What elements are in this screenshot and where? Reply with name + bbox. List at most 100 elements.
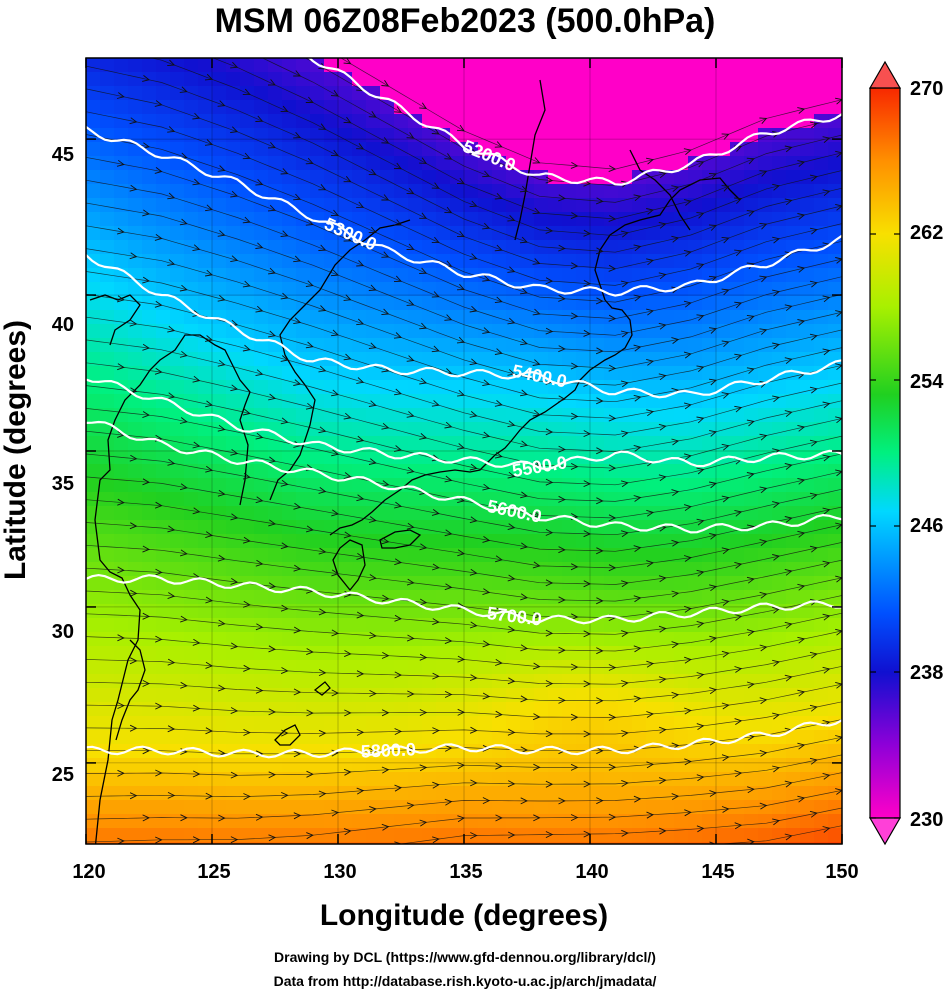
- wind-arrow: [268, 582, 277, 590]
- wind-arrow: [419, 653, 428, 661]
- wind-arrow: [406, 634, 415, 642]
- wind-arrow: [281, 44, 288, 50]
- wind-arrow: [393, 106, 402, 113]
- wind-arrow: [406, 243, 415, 250]
- wind-arrow: [759, 117, 768, 124]
- wind-arrow: [444, 744, 453, 752]
- wind-arrow: [117, 769, 125, 777]
- colorbar: 270 262 254 246 238 230: [868, 60, 944, 846]
- wind-arrow: [305, 341, 314, 349]
- wind-arrow: [759, 275, 768, 283]
- wind-arrow: [533, 814, 541, 822]
- wind-arrow: [772, 818, 781, 826]
- wind-arrow: [797, 583, 806, 591]
- wind-arrow: [558, 294, 566, 302]
- wind-arrow: [482, 275, 491, 282]
- wind-arrow: [243, 858, 250, 864]
- wind-arrow: [343, 412, 352, 420]
- wind-arrow: [255, 305, 264, 313]
- wind-arrow: [633, 344, 642, 352]
- wind-arrow: [545, 831, 554, 839]
- wind-arrow: [608, 464, 617, 472]
- wind-arrow: [431, 236, 440, 244]
- wind-arrow: [583, 780, 592, 788]
- contour-label: 5800.0: [360, 739, 416, 761]
- wind-arrow: [356, 611, 365, 619]
- wind-arrow: [608, 264, 617, 272]
- wind-arrow: [494, 192, 503, 200]
- wind-arrow: [469, 516, 478, 524]
- wind-arrow: [293, 750, 302, 758]
- wind-arrow: [356, 553, 365, 560]
- wind-arrow: [507, 728, 516, 736]
- wind-arrow: [507, 574, 516, 582]
- wind-arrow: [469, 621, 478, 629]
- wind-arrow: [634, 846, 641, 852]
- wind-arrow: [583, 430, 592, 438]
- wind-arrow: [583, 329, 592, 337]
- wind-arrow: [822, 189, 831, 197]
- wind-arrow: [255, 242, 264, 249]
- wind-arrow: [784, 568, 793, 576]
- wind-arrow: [406, 299, 415, 306]
- wind-arrow: [394, 614, 403, 622]
- wind-arrow: [495, 710, 503, 718]
- wind-arrow: [406, 132, 415, 139]
- wind-arrow: [457, 443, 466, 450]
- wind-arrow: [646, 358, 655, 366]
- wind-arrow: [633, 645, 642, 653]
- wind-arrow: [759, 539, 768, 546]
- wind-arrow: [419, 543, 428, 551]
- wind-arrow: [381, 766, 390, 774]
- wind-arrow: [343, 768, 352, 776]
- wind-arrow: [721, 236, 730, 244]
- wind-arrow: [381, 480, 390, 487]
- wind-arrow: [734, 509, 743, 517]
- wind-arrow: [280, 292, 289, 300]
- wind-arrow: [558, 395, 566, 403]
- wind-arrow: [116, 295, 125, 303]
- wind-arrow: [142, 747, 151, 755]
- wind-arrow: [469, 568, 478, 576]
- wind-arrow: [179, 350, 188, 358]
- wind-arrow: [381, 194, 390, 201]
- wind-arrow: [797, 795, 806, 803]
- streamline: [86, 665, 842, 702]
- wind-arrow: [129, 184, 138, 192]
- wind-arrow: [129, 657, 138, 665]
- wind-arrow: [406, 522, 415, 530]
- wind-arrow: [431, 563, 440, 571]
- wind-arrow: [305, 402, 314, 410]
- wind-arrow: [608, 215, 617, 222]
- wind-arrow: [117, 702, 125, 710]
- wind-arrow: [343, 828, 352, 836]
- wind-arrow: [192, 638, 201, 646]
- wind-arrow: [494, 348, 503, 355]
- wind-arrow: [142, 8, 149, 14]
- wind-arrow: [406, 466, 415, 474]
- wind-arrow: [507, 369, 516, 376]
- wind-arrow: [595, 197, 604, 205]
- wind-arrow: [746, 367, 755, 374]
- wind-arrow: [230, 61, 239, 69]
- colorbar-tick-label: 262: [910, 222, 943, 244]
- wind-arrow: [356, 318, 365, 326]
- wind-arrow: [545, 277, 554, 285]
- streamline: [86, 248, 842, 386]
- wind-arrow: [318, 62, 327, 70]
- wind-arrow: [243, 664, 251, 672]
- wind-arrow: [809, 757, 818, 765]
- wind-arrow: [746, 210, 755, 217]
- wind-arrow: [305, 525, 314, 533]
- wind-arrow: [721, 443, 730, 451]
- wind-arrow: [230, 190, 239, 198]
- wind-arrow: [633, 194, 642, 202]
- wind-arrow: [393, 332, 402, 339]
- wind-arrow: [583, 229, 592, 237]
- wind-arrow: [671, 185, 680, 192]
- wind-arrow: [154, 234, 163, 241]
- wind-arrow: [772, 236, 781, 244]
- wind-arrow: [331, 749, 340, 757]
- wind-arrow: [255, 559, 264, 567]
- wind-arrow: [381, 709, 390, 717]
